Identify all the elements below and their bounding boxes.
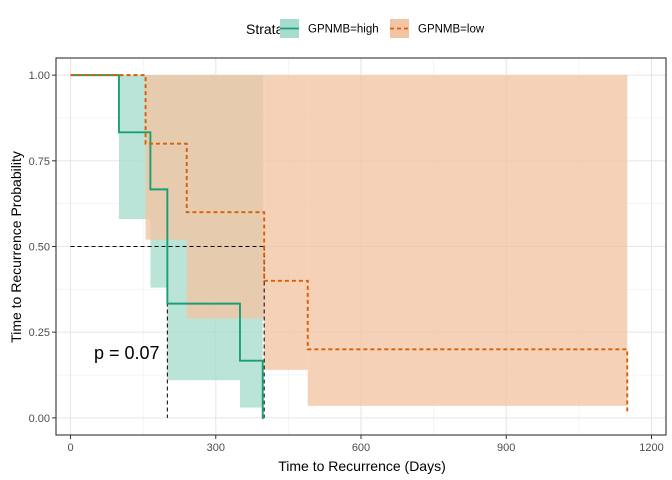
y-tick-label: 0.50 [29, 242, 50, 254]
survival-curve-high [70, 74, 265, 419]
ci-band-low [307, 75, 628, 406]
x-axis-title: Time to Recurrence (Days) [278, 458, 446, 474]
y-axis-title: Time to Recurrence Probability [8, 151, 24, 343]
y-axis: 0.00 0.25 0.50 0.75 1.00 [29, 70, 56, 425]
survival-curve-low [70, 74, 629, 415]
legend: Strata GPNMB=high GPNMB=low [246, 19, 485, 38]
x-tick-label: 600 [352, 442, 370, 454]
y-tick-label: 0.00 [29, 413, 50, 425]
ci-band-low [145, 75, 187, 240]
y-tick-label: 0.25 [29, 327, 50, 339]
plot-panel [55, 57, 667, 436]
y-tick-label: 1.00 [29, 70, 50, 82]
x-axis: 0 300 600 900 1200 [67, 435, 664, 454]
survival-curves [70, 74, 629, 419]
legend-title: Strata [246, 21, 284, 37]
ci-band-low [186, 75, 265, 319]
x-tick-label: 0 [67, 442, 73, 454]
x-tick-label: 300 [207, 442, 225, 454]
y-tick-label: 0.75 [29, 156, 50, 168]
ci-band-low [264, 75, 308, 370]
legend-label-high: GPNMB=high [308, 24, 379, 36]
p-value-annotation: p = 0.07 [94, 343, 160, 363]
x-tick-label: 900 [497, 442, 515, 454]
legend-label-low: GPNMB=low [418, 24, 485, 36]
x-tick-label: 1200 [639, 442, 663, 454]
confidence-bands [118, 75, 628, 408]
